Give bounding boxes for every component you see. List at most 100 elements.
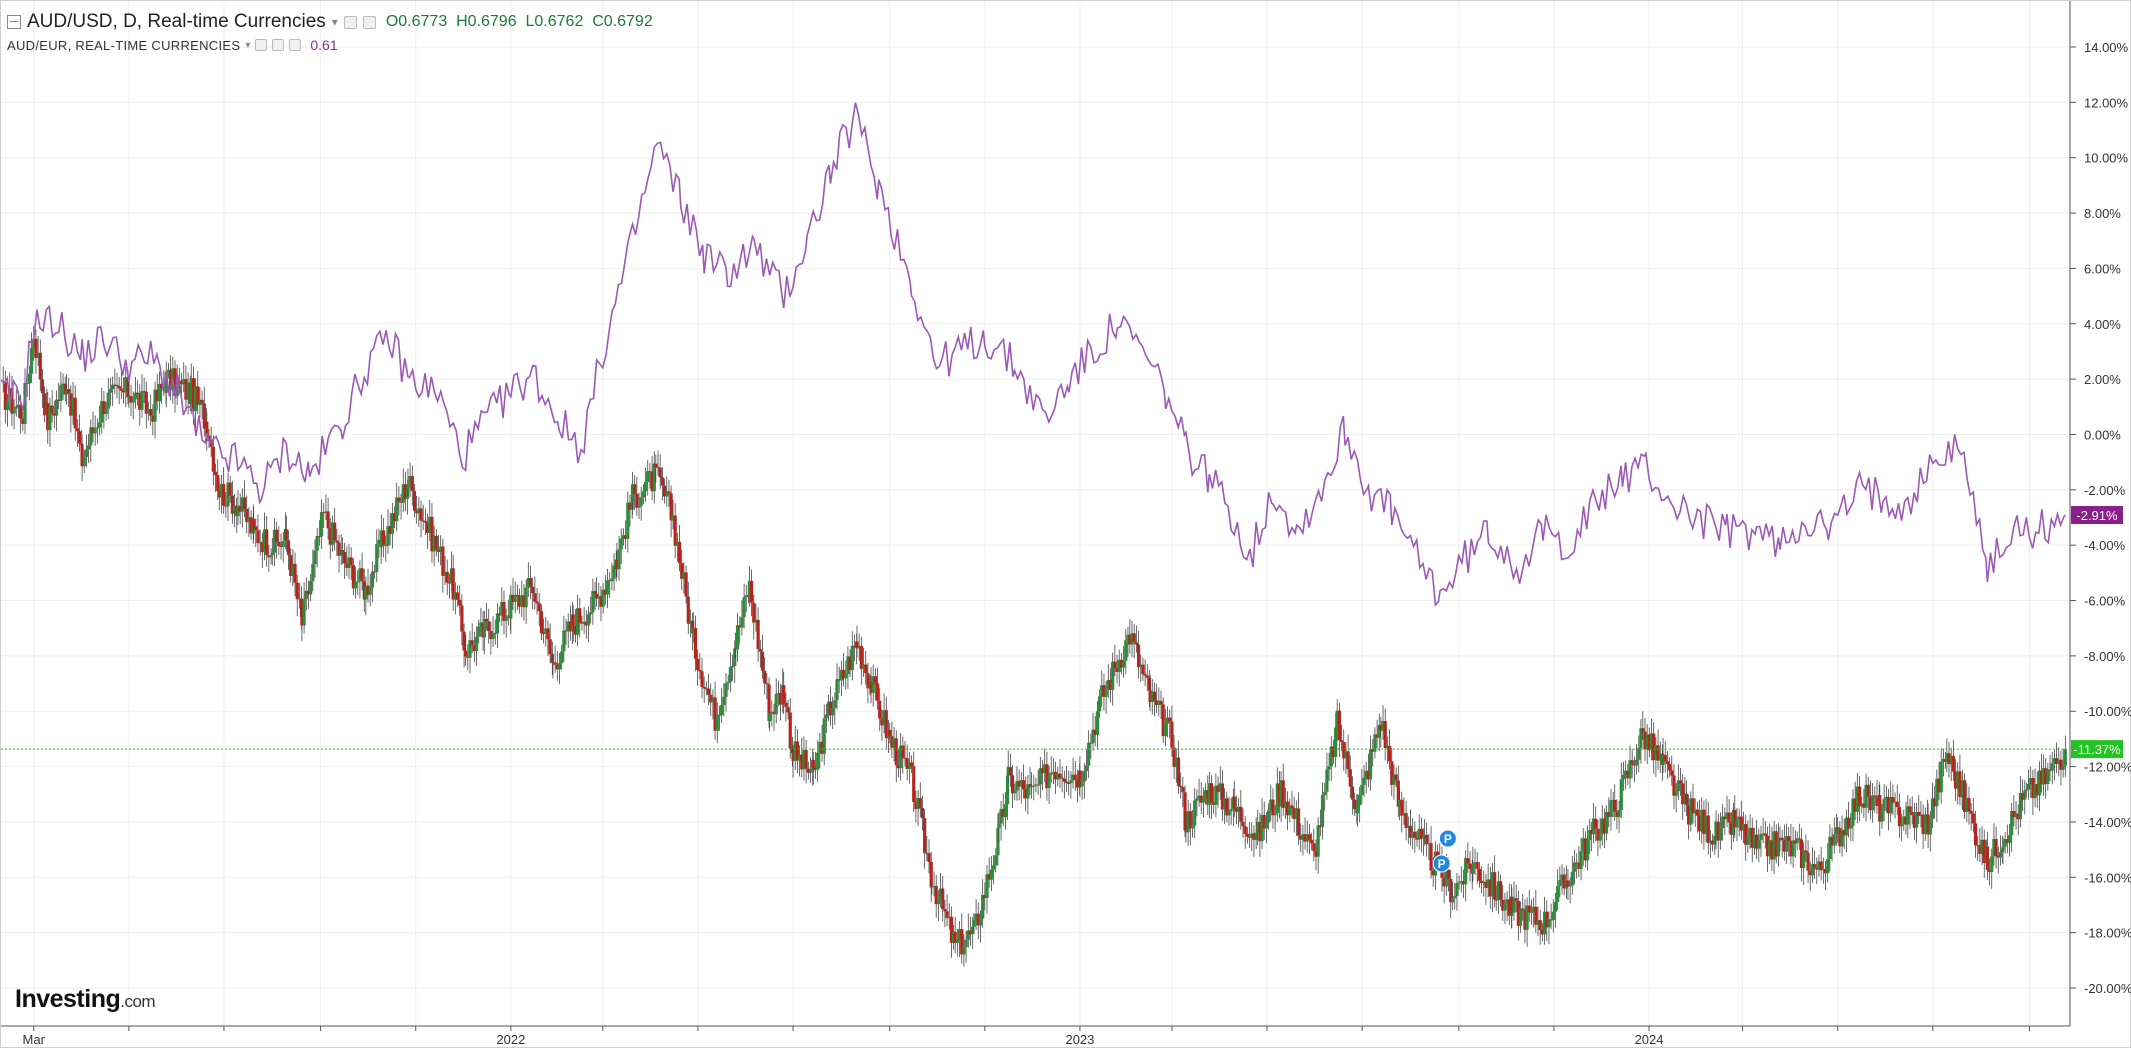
compare-series-title[interactable]: AUD/EUR, REAL-TIME CURRENCIES — [7, 37, 241, 53]
candle-body — [1337, 710, 1341, 741]
candle-body — [925, 852, 929, 854]
candle-body — [1082, 771, 1086, 782]
main-series-title[interactable]: AUD/USD, D, Real-time Currencies — [27, 11, 326, 32]
chevron-down-icon[interactable]: ▾ — [331, 15, 338, 29]
candle-body — [279, 545, 283, 547]
candle-body — [827, 701, 831, 715]
candle-body — [617, 549, 621, 570]
candle-body — [326, 511, 330, 529]
candle-body — [1926, 814, 1930, 835]
candle-body — [1396, 780, 1400, 807]
candle-body — [153, 389, 157, 422]
x-tick-label: 2024 — [1635, 1032, 1664, 1047]
candle-body — [1973, 823, 1978, 846]
candle-body — [869, 681, 873, 694]
candle-body — [733, 648, 737, 667]
candle-body — [2016, 813, 2020, 820]
candle-body — [621, 535, 626, 539]
y-tick-label: 12.00% — [2084, 95, 2129, 110]
candle-body — [2059, 759, 2063, 770]
candle-body — [1360, 784, 1364, 796]
candle-body — [1817, 861, 1821, 870]
candle-body — [46, 403, 50, 431]
candle-body — [571, 614, 575, 626]
candle-body — [768, 712, 772, 721]
candle-body — [820, 741, 824, 754]
visibility-icon[interactable] — [343, 15, 357, 29]
candle-body — [269, 555, 273, 558]
candle-body — [720, 704, 724, 715]
candle-body — [1019, 780, 1023, 787]
candle-body — [277, 541, 281, 546]
close-icon[interactable] — [289, 39, 302, 51]
candle-body — [1283, 801, 1288, 808]
candle-body — [309, 581, 313, 595]
candle-body — [412, 490, 417, 511]
compare-line — [1, 102, 2066, 607]
candle-body — [460, 605, 464, 632]
candle-body — [635, 493, 639, 508]
candle-body — [688, 620, 693, 624]
candle-body — [272, 529, 277, 553]
candle-body — [1411, 831, 1415, 838]
candle-body — [1802, 850, 1806, 869]
candle-body — [901, 745, 905, 758]
candle-body — [1632, 764, 1636, 766]
candle-body — [453, 592, 457, 600]
candle-body — [52, 413, 56, 416]
candle-body — [686, 596, 690, 624]
candle-body — [1617, 810, 1621, 817]
settings-icon[interactable] — [272, 39, 285, 51]
candle-body — [1080, 781, 1084, 787]
candle-body — [1510, 896, 1514, 913]
collapse-icon[interactable] — [7, 15, 21, 29]
candle-body — [1581, 838, 1585, 852]
candle-body — [356, 581, 360, 583]
candle-body — [198, 399, 202, 405]
candle-body — [528, 578, 533, 587]
candle-body — [1310, 839, 1314, 844]
candle-body — [1799, 839, 1804, 869]
candle-body — [211, 446, 215, 472]
candle-body — [275, 529, 279, 542]
candle-body — [1691, 798, 1695, 814]
candle-body — [1516, 900, 1520, 926]
candle-body — [504, 616, 508, 621]
candle-body — [997, 823, 1001, 829]
chevron-down-icon[interactable]: ▾ — [245, 39, 251, 51]
candle-body — [791, 753, 795, 761]
candle-body — [372, 571, 377, 573]
candle-body — [1891, 797, 1895, 803]
candle-body — [50, 405, 54, 414]
candle-body — [61, 383, 65, 386]
candle-body — [1572, 862, 1577, 872]
candle-body — [1917, 811, 1921, 817]
candle-body — [1172, 747, 1176, 767]
candle-body — [1383, 721, 1387, 749]
candle-body — [258, 541, 262, 544]
candle-body — [953, 931, 957, 943]
candle-body — [1327, 766, 1331, 770]
candle-body — [972, 919, 976, 927]
candle-body — [1714, 821, 1718, 836]
candle-body — [754, 619, 758, 623]
visibility-icon[interactable] — [255, 39, 268, 51]
candle-body — [300, 617, 304, 626]
logo-text: Investing — [15, 985, 121, 1013]
candle-body — [1329, 746, 1333, 767]
candle-body — [1772, 831, 1776, 860]
candle-body — [1619, 779, 1623, 811]
candle-body — [1201, 797, 1206, 803]
candle-body — [1928, 818, 1932, 835]
candle-body — [936, 898, 940, 905]
candle-body — [340, 549, 345, 552]
settings-icon[interactable] — [362, 15, 376, 29]
candle-body — [1471, 863, 1475, 874]
candle-body — [1204, 790, 1208, 798]
candle-body — [711, 697, 715, 703]
candle-body — [706, 688, 711, 695]
candle-body — [247, 517, 251, 523]
candle-body — [159, 383, 164, 388]
